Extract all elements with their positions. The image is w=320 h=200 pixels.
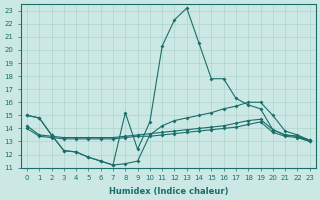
- X-axis label: Humidex (Indice chaleur): Humidex (Indice chaleur): [108, 187, 228, 196]
